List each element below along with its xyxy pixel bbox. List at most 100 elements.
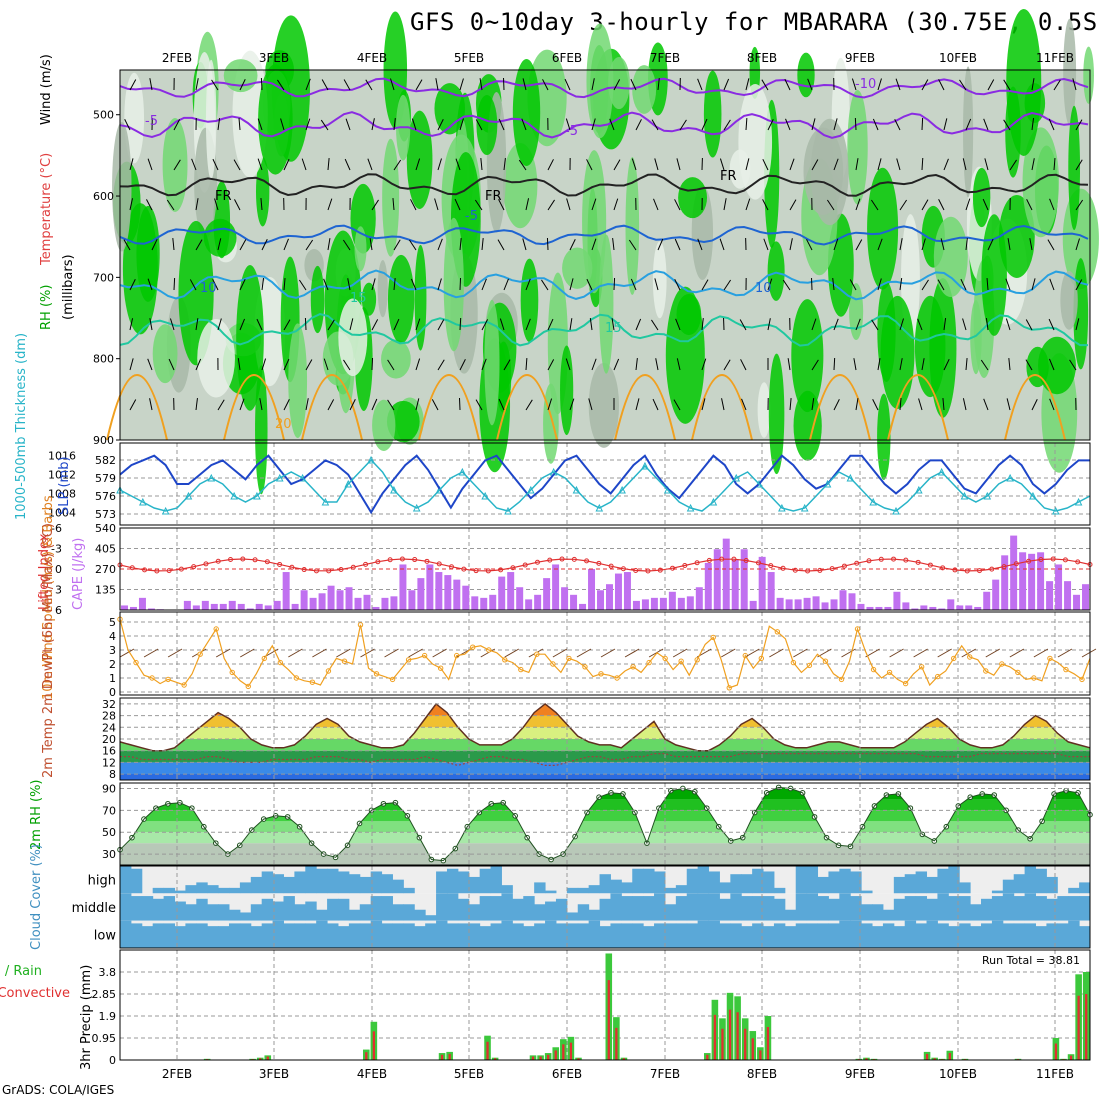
wind-barb <box>630 278 637 291</box>
wind-barb <box>811 159 819 171</box>
convective-bar <box>744 1028 747 1060</box>
cape-bar <box>857 603 865 610</box>
rh-blob <box>255 365 268 495</box>
cloud-bar <box>991 920 1004 948</box>
cloud-bar <box>348 923 361 948</box>
cloud-bar <box>675 885 688 894</box>
cloud-bar <box>959 882 971 894</box>
wind-barb <box>214 198 219 211</box>
cape-bar <box>399 564 407 610</box>
wind-barb <box>676 358 681 371</box>
x-axis-bottom-label: 4FEB <box>357 1067 387 1081</box>
wind-barb <box>586 278 593 291</box>
cloud-bar <box>861 923 873 948</box>
slp-tick-label: 1012 <box>48 469 76 482</box>
cape-bar <box>758 556 766 610</box>
wind-barb <box>327 238 331 251</box>
wind-barb <box>129 279 136 291</box>
cloud-bar <box>207 885 219 894</box>
wind-barb <box>237 358 241 371</box>
convective-bar <box>569 1042 573 1060</box>
cloud-bar <box>664 904 677 921</box>
cloud-bar <box>828 871 840 894</box>
wind-barb <box>480 158 483 171</box>
wind-barb <box>701 318 704 331</box>
cape-bar <box>956 605 964 610</box>
wind-barb <box>789 199 797 211</box>
wind-barb <box>431 399 439 411</box>
wind-barb <box>576 648 592 658</box>
cloud-bar <box>327 868 339 894</box>
wind-barb <box>679 119 687 131</box>
cloud-bar <box>163 923 175 948</box>
cloud-bar <box>643 896 655 921</box>
convective-bar <box>721 1028 724 1060</box>
rh-blob <box>560 345 574 436</box>
wind-barb <box>965 198 971 211</box>
wind-barb <box>833 238 839 251</box>
convective-bar <box>365 1052 368 1060</box>
thickness-tick-label: 579 <box>95 472 116 485</box>
cloud-bar <box>991 896 1004 921</box>
wind-barb <box>943 358 950 371</box>
cloud-bar <box>272 874 284 894</box>
cape-bar <box>1055 564 1063 610</box>
cape-bar <box>138 597 146 610</box>
wind-barb <box>631 158 637 171</box>
wind-barb <box>965 358 968 371</box>
cape-bar <box>812 596 820 610</box>
wind-barb <box>239 239 247 251</box>
cape-bar <box>498 576 506 610</box>
wind-barb <box>697 78 703 91</box>
cloud-bar <box>817 876 829 894</box>
cape-bar <box>668 591 676 610</box>
cloud-row-label: middle <box>72 901 116 916</box>
x-axis-bottom-label: 2FEB <box>162 1067 192 1081</box>
cloud-bar <box>926 920 938 948</box>
rh-blob <box>484 299 500 426</box>
wind-barb <box>609 118 615 131</box>
wind-barb <box>522 78 527 91</box>
cape-bar <box>785 599 793 610</box>
cloud-bar <box>316 909 328 921</box>
wind-barb <box>701 279 709 291</box>
wind-barb <box>943 118 948 131</box>
wind-barb <box>437 119 444 131</box>
convective-bar <box>728 1009 732 1060</box>
wind-barb <box>455 158 461 171</box>
wind-tick-label: 4 <box>109 630 116 643</box>
wind-barb <box>475 399 483 411</box>
wind-barb <box>1003 79 1011 91</box>
cloud-bar <box>436 871 448 894</box>
wind-barb <box>719 158 725 171</box>
temp-band <box>120 703 1090 716</box>
li-axis-label: Lifted Index <box>37 533 52 610</box>
thickness-marker <box>915 485 923 494</box>
wind-barb <box>167 648 183 658</box>
cloud-bar <box>850 871 862 894</box>
y-axis-label: (millibars) <box>61 254 76 320</box>
wind-barb <box>591 198 597 211</box>
cape-bar <box>237 603 245 610</box>
thickness-marker <box>709 497 718 506</box>
y-tick-label: 800 <box>93 353 114 366</box>
x-axis-top-label: 2FEB <box>162 51 192 65</box>
cape-bar <box>731 559 739 610</box>
cloud-bar <box>392 879 404 894</box>
precip-tick-label: 2.85 <box>92 988 117 1001</box>
warm-contour <box>301 374 363 441</box>
rh-frame <box>119 782 1091 866</box>
wind-barb <box>349 399 356 411</box>
wind-barb <box>384 648 399 658</box>
cape-bar <box>444 575 452 610</box>
cloud-bar <box>1035 868 1047 894</box>
wind-barb <box>851 78 857 91</box>
wind-barb <box>740 359 747 371</box>
cloud-bar <box>893 926 906 948</box>
cloud-bar <box>436 920 448 948</box>
cape-bar <box>767 572 775 610</box>
wind-barb <box>259 398 263 411</box>
convective-bar <box>486 1041 489 1060</box>
wind-barb <box>985 318 989 331</box>
cloud-bar <box>981 898 993 921</box>
